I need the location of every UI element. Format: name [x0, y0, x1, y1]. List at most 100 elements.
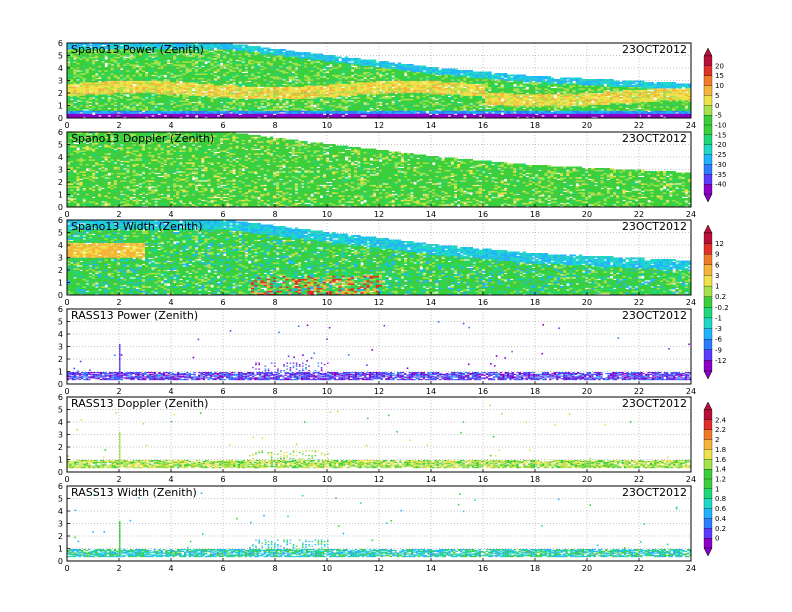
data-cell	[266, 71, 271, 74]
data-cell	[210, 62, 215, 65]
data-cell	[82, 104, 87, 107]
data-cell	[282, 94, 286, 96]
data-cell	[319, 68, 324, 71]
data-cell	[88, 85, 93, 87]
data-cell	[157, 94, 162, 96]
data-cell	[70, 104, 74, 107]
data-cell	[269, 53, 274, 56]
data-cell	[322, 115, 327, 117]
data-cell	[73, 77, 77, 80]
data-cell	[179, 101, 183, 104]
data-cell	[338, 70, 342, 72]
data-cell	[400, 85, 405, 87]
data-cell	[425, 86, 430, 89]
data-cell	[148, 104, 152, 107]
data-cell	[282, 73, 286, 75]
data-cell	[107, 56, 112, 59]
data-cell	[257, 46, 261, 48]
data-cell	[291, 112, 296, 114]
data-cell	[182, 56, 186, 59]
data-cell	[422, 109, 427, 111]
data-cell	[188, 61, 193, 63]
data-cell	[379, 86, 383, 89]
data-cell	[404, 115, 408, 117]
data-cell	[269, 77, 274, 80]
data-cell	[198, 112, 202, 114]
data-cell	[363, 94, 367, 96]
data-cell	[232, 106, 236, 108]
data-cell	[113, 85, 118, 87]
data-cell	[232, 115, 236, 117]
data-cell	[79, 115, 84, 117]
data-cell	[276, 101, 280, 104]
data-cell	[88, 74, 93, 77]
data-cell	[428, 91, 433, 93]
data-cell	[338, 100, 342, 102]
data-cell	[110, 44, 115, 47]
data-cell	[98, 91, 102, 93]
data-cell	[375, 112, 380, 114]
data-cell	[116, 103, 121, 105]
data-cell	[207, 109, 211, 111]
data-cell	[129, 110, 133, 113]
data-cell	[219, 44, 224, 47]
data-cell	[176, 85, 180, 87]
data-cell	[285, 64, 289, 66]
data-cell	[191, 112, 196, 114]
data-cell	[410, 83, 414, 86]
data-cell	[335, 83, 339, 86]
data-cell	[135, 110, 140, 113]
data-cell	[179, 65, 183, 68]
data-cell	[319, 73, 324, 75]
data-cell	[92, 83, 96, 86]
data-cell	[151, 82, 155, 84]
data-cell	[291, 97, 296, 99]
data-cell	[148, 44, 152, 47]
data-cell	[110, 92, 115, 95]
data-cell	[223, 46, 227, 48]
data-cell	[210, 46, 215, 48]
data-cell	[382, 109, 386, 111]
data-cell	[301, 113, 305, 116]
data-cell	[307, 56, 311, 59]
data-cell	[382, 98, 386, 101]
data-cell	[385, 94, 389, 96]
data-cell	[347, 115, 352, 117]
data-cell	[104, 77, 108, 80]
data-cell	[260, 82, 264, 84]
data-cell	[145, 85, 149, 87]
data-cell	[138, 44, 143, 47]
data-cell	[357, 59, 361, 62]
data-cell	[160, 67, 165, 69]
data-cell	[304, 68, 308, 71]
data-cell	[344, 65, 349, 68]
data-cell	[132, 67, 137, 69]
data-cell	[129, 59, 133, 62]
data-cell	[98, 58, 102, 60]
data-cell	[244, 74, 249, 77]
data-cell	[282, 70, 286, 72]
data-cell	[404, 106, 408, 108]
data-cell	[369, 82, 374, 84]
data-cell	[319, 71, 324, 74]
data-cell	[419, 95, 424, 98]
data-cell	[251, 79, 255, 81]
data-cell	[285, 110, 289, 113]
data-cell	[413, 116, 417, 118]
data-cell	[166, 104, 171, 107]
data-cell	[73, 59, 77, 62]
data-cell	[326, 70, 330, 72]
data-cell	[407, 107, 411, 110]
data-cell	[375, 97, 380, 99]
data-cell	[141, 116, 146, 118]
data-cell	[185, 43, 190, 45]
data-cell	[241, 50, 246, 53]
data-cell	[347, 88, 352, 90]
data-cell	[113, 55, 118, 57]
data-cell	[391, 115, 396, 117]
data-cell	[332, 95, 336, 98]
data-cell	[79, 50, 84, 53]
data-cell	[379, 80, 383, 83]
data-cell	[82, 97, 87, 99]
data-cell	[276, 86, 280, 89]
